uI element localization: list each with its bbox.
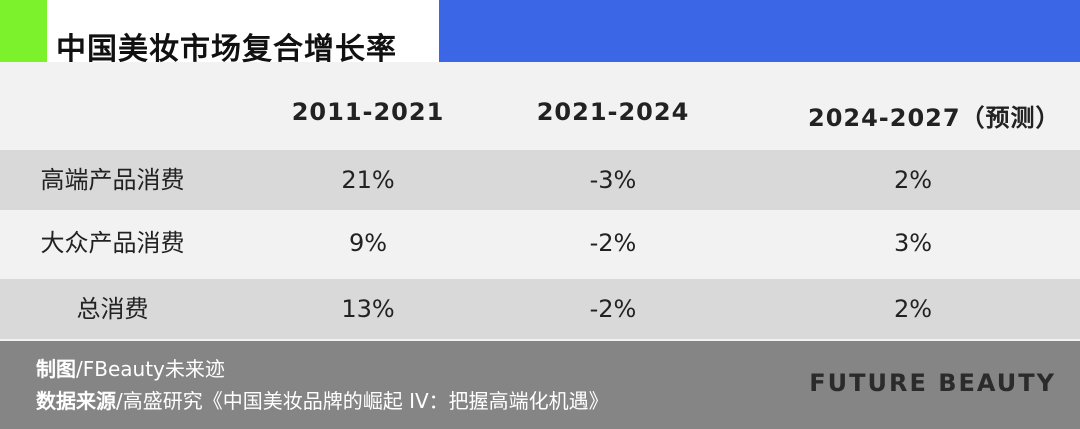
row-label-mass: 大众产品消费 <box>40 229 185 257</box>
source-label: 数据来源 <box>36 389 116 413</box>
cell-total-2021-2024: -2% <box>589 295 637 323</box>
column-header-2011-2021: 2011-2021 <box>291 98 445 126</box>
cell-premium-2024-2027: 2% <box>893 166 933 194</box>
table-header-row: 2011-2021 2021-2024 2024-2027（预测） <box>0 80 1080 148</box>
column-header-2024-2027: 2024-2027（预测） <box>808 104 1061 132</box>
maker-value: /FBeauty未来迹 <box>76 357 225 381</box>
cell-mass-2021-2024: -2% <box>589 229 637 257</box>
source-value: /高盛研究《中国美妆品牌的崛起 IV：把握高端化机遇》 <box>116 389 609 413</box>
maker-label: 制图 <box>36 357 76 381</box>
cell-premium-2011-2021: 21% <box>341 166 395 194</box>
brand-logo-text: FUTURE BEAUTY <box>809 369 1056 397</box>
footer-maker-line: 制图/FBeauty未来迹 <box>36 353 225 382</box>
page-title: 中国美妆市场复合增长率 <box>56 32 397 67</box>
header-bar <box>0 0 1080 62</box>
table-row-premium: 高端产品消费 21% -3% 2% <box>0 150 1080 210</box>
title-box <box>47 0 439 62</box>
cell-total-2011-2021: 13% <box>341 295 395 323</box>
row-label-total: 总消费 <box>76 295 149 323</box>
cell-total-2024-2027: 2% <box>893 295 933 323</box>
cell-mass-2024-2027: 3% <box>893 229 933 257</box>
cell-premium-2021-2024: -3% <box>589 166 637 194</box>
green-accent-block <box>0 0 47 62</box>
table-row-mass: 大众产品消费 9% -2% 3% <box>0 213 1080 273</box>
footer: 制图/FBeauty未来迹 数据来源/高盛研究《中国美妆品牌的崛起 IV：把握高… <box>0 341 1080 429</box>
row-label-premium: 高端产品消费 <box>40 166 185 194</box>
cell-mass-2011-2021: 9% <box>348 229 388 257</box>
footer-source-line: 数据来源/高盛研究《中国美妆品牌的崛起 IV：把握高端化机遇》 <box>36 385 609 414</box>
column-header-2021-2024: 2021-2024 <box>536 98 690 126</box>
blue-accent-block <box>439 0 1080 62</box>
table-row-total: 总消费 13% -2% 2% <box>0 279 1080 339</box>
